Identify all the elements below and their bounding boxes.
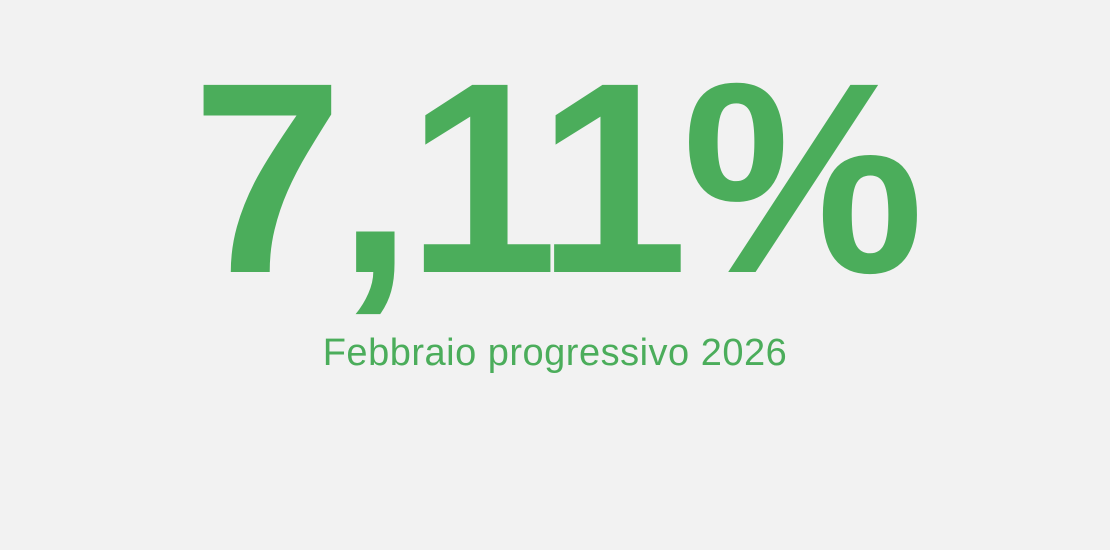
kpi-label: Febbraio progressivo 2026 bbox=[322, 332, 788, 374]
kpi-value: 7,11% bbox=[191, 26, 924, 330]
